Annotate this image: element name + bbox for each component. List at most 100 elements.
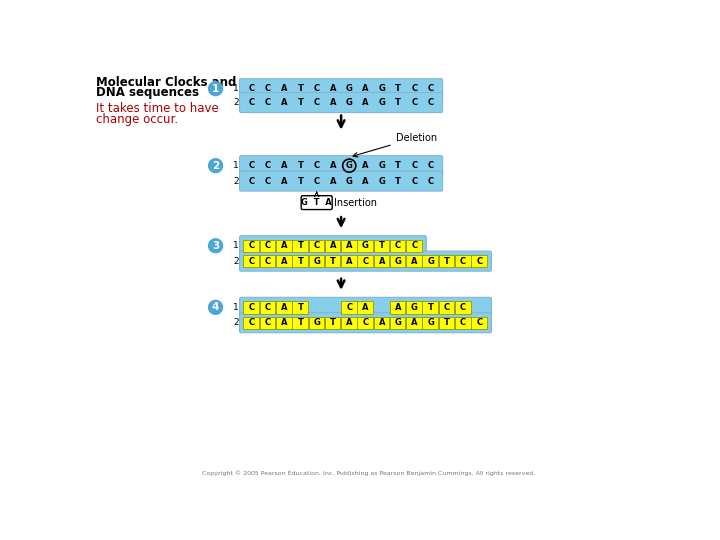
FancyBboxPatch shape xyxy=(243,240,259,252)
Text: G: G xyxy=(346,161,353,170)
Text: C: C xyxy=(460,256,467,266)
Text: A: A xyxy=(281,161,287,170)
Text: C: C xyxy=(248,241,255,250)
Text: C: C xyxy=(395,241,401,250)
FancyBboxPatch shape xyxy=(276,240,292,252)
Text: T: T xyxy=(395,177,401,186)
FancyBboxPatch shape xyxy=(292,316,307,329)
Text: C: C xyxy=(265,256,271,266)
Text: A: A xyxy=(281,303,287,312)
FancyBboxPatch shape xyxy=(243,316,259,329)
Text: G: G xyxy=(411,303,418,312)
FancyBboxPatch shape xyxy=(260,240,275,252)
Text: G: G xyxy=(427,318,434,327)
FancyBboxPatch shape xyxy=(374,240,389,252)
FancyBboxPatch shape xyxy=(423,316,438,329)
Text: T: T xyxy=(297,241,303,250)
Text: 2: 2 xyxy=(233,98,238,107)
Text: C: C xyxy=(314,98,320,107)
Text: G: G xyxy=(378,84,385,93)
FancyBboxPatch shape xyxy=(260,301,275,314)
FancyBboxPatch shape xyxy=(390,316,405,329)
Text: A: A xyxy=(281,177,287,186)
FancyBboxPatch shape xyxy=(292,240,307,252)
FancyBboxPatch shape xyxy=(240,236,426,256)
FancyBboxPatch shape xyxy=(292,255,307,267)
FancyBboxPatch shape xyxy=(390,240,405,252)
Text: C: C xyxy=(362,256,369,266)
Text: A: A xyxy=(330,161,336,170)
FancyBboxPatch shape xyxy=(260,255,275,267)
FancyBboxPatch shape xyxy=(374,316,389,329)
Text: C: C xyxy=(362,318,369,327)
Text: C: C xyxy=(248,84,255,93)
FancyBboxPatch shape xyxy=(292,301,307,314)
Circle shape xyxy=(209,300,222,314)
Text: C: C xyxy=(411,98,418,107)
FancyBboxPatch shape xyxy=(357,316,373,329)
FancyBboxPatch shape xyxy=(309,240,324,252)
Text: A: A xyxy=(362,303,369,312)
Text: C: C xyxy=(248,98,255,107)
Text: C: C xyxy=(265,177,271,186)
FancyBboxPatch shape xyxy=(357,301,373,314)
Text: G: G xyxy=(395,318,402,327)
Text: A: A xyxy=(346,241,353,250)
FancyBboxPatch shape xyxy=(276,316,292,329)
Text: T: T xyxy=(444,318,450,327)
Text: 4: 4 xyxy=(212,302,219,312)
FancyBboxPatch shape xyxy=(276,255,292,267)
Text: A: A xyxy=(281,98,287,107)
FancyBboxPatch shape xyxy=(472,255,487,267)
Text: 2: 2 xyxy=(233,256,238,266)
FancyBboxPatch shape xyxy=(309,255,324,267)
Text: A: A xyxy=(379,318,385,327)
FancyBboxPatch shape xyxy=(406,301,422,314)
Text: G: G xyxy=(313,318,320,327)
Text: C: C xyxy=(411,161,418,170)
Text: Molecular Clocks and: Molecular Clocks and xyxy=(96,76,237,89)
Text: G: G xyxy=(346,84,353,93)
Text: C: C xyxy=(411,84,418,93)
FancyBboxPatch shape xyxy=(240,298,492,318)
Text: Insertion: Insertion xyxy=(334,198,377,207)
FancyBboxPatch shape xyxy=(423,255,438,267)
Text: T: T xyxy=(297,256,303,266)
Text: C: C xyxy=(411,177,418,186)
Text: 1: 1 xyxy=(233,84,238,93)
FancyBboxPatch shape xyxy=(240,79,443,99)
Text: A: A xyxy=(395,303,401,312)
FancyBboxPatch shape xyxy=(406,316,422,329)
Text: G  T  A: G T A xyxy=(301,198,332,207)
Text: T: T xyxy=(444,256,450,266)
Text: G: G xyxy=(378,98,385,107)
Text: G: G xyxy=(395,256,402,266)
FancyBboxPatch shape xyxy=(240,171,443,191)
FancyBboxPatch shape xyxy=(455,301,471,314)
FancyBboxPatch shape xyxy=(390,255,405,267)
Text: C: C xyxy=(428,177,433,186)
Text: T: T xyxy=(297,84,303,93)
Text: G: G xyxy=(362,241,369,250)
Text: A: A xyxy=(281,241,287,250)
Text: A: A xyxy=(362,84,369,93)
Text: C: C xyxy=(460,303,467,312)
Text: C: C xyxy=(248,161,255,170)
FancyBboxPatch shape xyxy=(341,255,356,267)
Text: C: C xyxy=(248,318,255,327)
Text: C: C xyxy=(265,161,271,170)
Circle shape xyxy=(209,239,222,253)
Text: 1: 1 xyxy=(212,84,219,93)
Text: 2: 2 xyxy=(212,161,219,171)
FancyBboxPatch shape xyxy=(325,316,341,329)
Circle shape xyxy=(209,159,222,173)
FancyBboxPatch shape xyxy=(309,316,324,329)
Text: A: A xyxy=(379,256,385,266)
Text: A: A xyxy=(411,256,418,266)
Text: G: G xyxy=(378,177,385,186)
Text: A: A xyxy=(281,318,287,327)
Text: C: C xyxy=(265,318,271,327)
Text: C: C xyxy=(428,98,433,107)
FancyBboxPatch shape xyxy=(240,251,492,271)
Text: C: C xyxy=(314,84,320,93)
